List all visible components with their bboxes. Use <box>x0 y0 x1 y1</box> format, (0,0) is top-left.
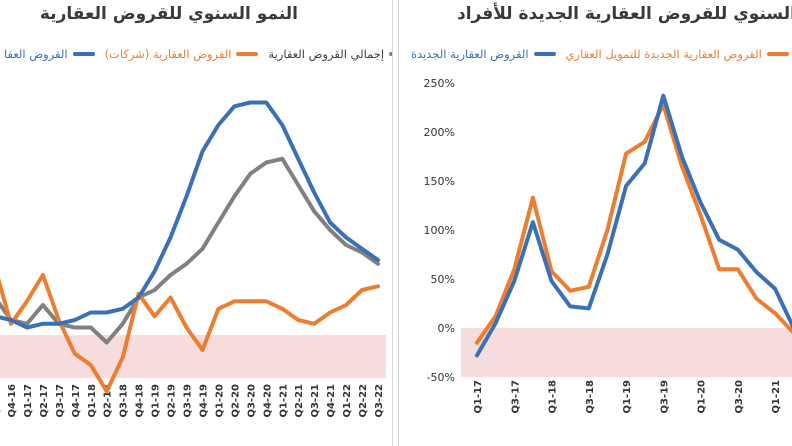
y-tick-label: 0% <box>438 322 455 335</box>
y-tick-label: 200% <box>424 126 455 139</box>
x-tick-label: Q4-21 <box>326 384 337 418</box>
y-tick-label: -50% <box>427 371 455 384</box>
chart-title-left: النمو السنوي للقروض العقارية <box>39 4 298 24</box>
legend-item-total: إجمالي القروض العقارية <box>268 47 392 61</box>
chart-new-real-estate-loans-individuals: -50% 0% 50% 100% 150% 200% 250% Q1-17 Q3-17 Q1-18… <box>424 77 792 414</box>
x-tick-label: Q1-19 <box>151 384 162 418</box>
legend-label-real-estate-finance: القروض العقارية الجديدة للتمويل العقاري <box>565 47 762 61</box>
legend-label-individuals: القروض العقا <box>4 47 68 61</box>
legend-right: القروض العقارية الجديدة للتمويل العقاري … <box>401 47 789 61</box>
legend-swatch-corporate <box>236 52 259 56</box>
legend-swatch-real-estate-finance <box>766 52 789 56</box>
x-tick-label: Q3-20 <box>246 384 257 418</box>
x-tick-label: Q1-17 <box>23 384 34 418</box>
x-tick-label: Q1-21 <box>771 380 782 414</box>
x-tick-label: Q2-19 <box>167 384 178 418</box>
y-tick-label: 150% <box>424 175 455 188</box>
legend-label-new-loans: القروض العقارية الجديدة <box>411 47 529 61</box>
x-tick-label: Q1-20 <box>697 380 708 414</box>
series-line <box>475 93 792 358</box>
x-tick-label: Q4-20 <box>262 384 273 418</box>
legend-item-corporate: القروض العقارية (شركات) <box>105 47 259 61</box>
x-tick-label: Q1-18 <box>548 380 559 414</box>
x-tick-label: Q4-18 <box>135 384 146 418</box>
series-line <box>0 100 380 330</box>
legend-swatch-new-loans <box>533 52 556 56</box>
chart-panel-new-loans-individuals: -50% 0% 50% 100% 150% 200% 250% Q1-17 Q3-17 Q1-18… <box>398 0 792 446</box>
y-tick-label: 50% <box>431 273 455 286</box>
x-tick-label: Q3-16 <box>0 384 2 418</box>
x-tick-label: Q2-18 <box>103 384 114 418</box>
x-tick-label: Q1-17 <box>473 380 484 414</box>
x-tick-label: Q3-17 <box>55 384 66 418</box>
x-tick-label: Q3-21 <box>310 384 321 418</box>
legend-swatch-total <box>389 52 392 56</box>
series-line <box>0 273 380 394</box>
negative-region-band <box>461 328 792 377</box>
x-tick-label: Q2-22 <box>358 384 369 418</box>
x-tick-label: Q1-18 <box>87 384 98 418</box>
x-tick-label: Q3-17 <box>510 380 521 414</box>
series-line <box>475 102 792 345</box>
x-tick-label: Q2-20 <box>230 384 241 418</box>
x-tick-label: Q1-20 <box>214 384 225 418</box>
legend-label-corporate: القروض العقارية (شركات) <box>104 47 232 61</box>
x-tick-label: Q3-18 <box>119 384 130 418</box>
legend-item-new-loans: القروض العقارية الجديدة <box>411 47 556 61</box>
legend-swatch-individuals <box>72 52 95 56</box>
x-tick-label: Q3-18 <box>585 380 596 414</box>
chart-panel-total-real-estate-loans: Q3-16 Q4-16 Q1-17 Q2-17 Q3-17 Q4-17 Q1-18 Q2-18… <box>0 0 393 446</box>
x-tick-label: Q3-22 <box>374 384 385 418</box>
x-tick-label: Q4-19 <box>198 384 209 418</box>
x-tick-label: Q1-21 <box>278 384 289 418</box>
x-tick-label: Q4-16 <box>7 384 18 418</box>
chart-title-right: النمو السنوي للقروض العقارية الجديدة للأ… <box>457 4 792 24</box>
x-tick-label: Q1-19 <box>622 380 633 414</box>
y-tick-label: 250% <box>424 77 455 90</box>
legend-item-individuals: القروض العقا <box>4 47 95 61</box>
negative-region-band <box>0 335 386 378</box>
x-tick-label: Q4-17 <box>71 384 82 418</box>
legend-left: إجمالي القروض العقارية القروض العقارية (… <box>0 47 392 61</box>
x-tick-label: Q1-22 <box>342 384 353 418</box>
x-tick-label: Q2-21 <box>294 384 305 418</box>
x-tick-label: Q3-19 <box>659 380 670 414</box>
x-tick-label: Q3-19 <box>183 384 194 418</box>
x-tick-label: Q2-17 <box>39 384 50 418</box>
legend-label-total: إجمالي القروض العقارية <box>268 47 385 61</box>
chart-total-real-estate-loans: Q3-16 Q4-16 Q1-17 Q2-17 Q3-17 Q4-17 Q1-18 Q2-18… <box>0 100 386 418</box>
x-tick-label: Q3-20 <box>734 380 745 414</box>
y-tick-label: 100% <box>424 224 455 237</box>
legend-item-real-estate-finance: القروض العقارية الجديدة للتمويل العقاري <box>566 47 789 61</box>
